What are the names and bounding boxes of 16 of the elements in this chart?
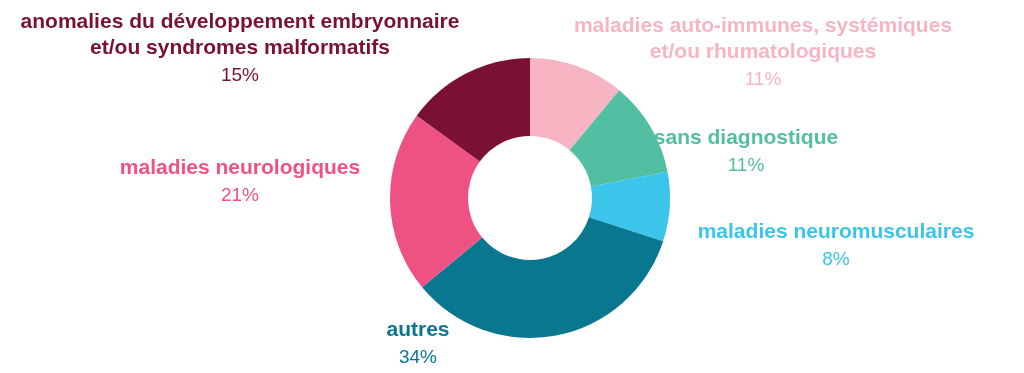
slice-label: maladies auto-immunes, systémiques et/ou rhumatologiques [573,12,953,64]
data-label: 21% [220,183,260,207]
data-label: 8% [821,247,851,271]
slice-label: anomalies du développement embryonnaire et/ou syndromes malformatifs [19,8,461,60]
data-label: 15% [220,63,260,87]
slice-label: maladies neurologiques [118,154,362,180]
slice-label: autres [385,316,451,342]
data-label: 11% [743,67,783,91]
donut-slice [416,58,530,162]
slice-label: sans diagnostique [652,124,840,150]
data-label: 11% [726,153,766,177]
slice-label: maladies neuromusculaires [696,218,976,244]
donut-slice [588,171,670,242]
donut-slice [530,58,620,151]
data-label: 34% [398,345,438,369]
donut-slice [390,115,483,288]
